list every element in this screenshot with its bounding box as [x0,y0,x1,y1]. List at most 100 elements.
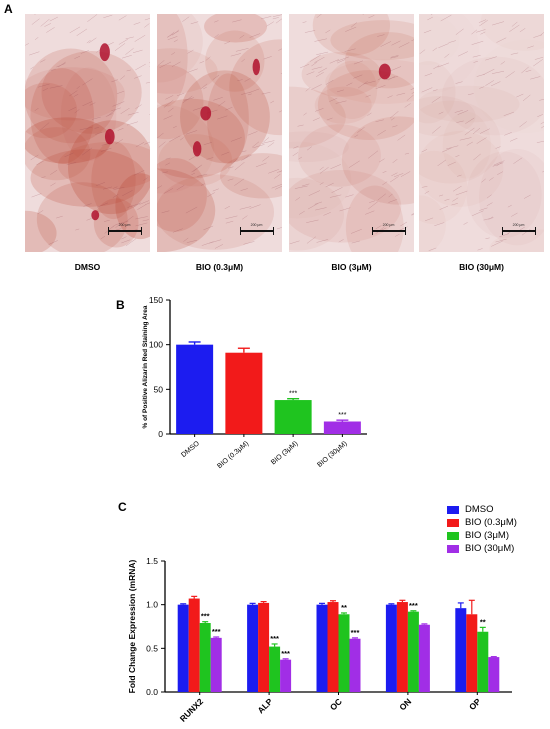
cell-fiber [207,192,215,198]
cell-fiber [430,14,433,15]
cell-fiber [66,162,77,166]
cell-fiber [192,107,203,111]
cell-fiber [50,182,56,187]
cell-fiber [379,158,385,163]
mineral-stain-patch [157,104,215,194]
cell-fiber [335,100,347,104]
cell-fiber [40,18,50,27]
cell-fiber [241,150,247,153]
mineral-stain-patch [25,82,78,139]
mineral-stain-patch [25,48,118,144]
mineral-stain-patch [180,70,270,164]
cell-fiber [473,60,479,63]
y-tick-label: 150 [149,295,163,305]
micrograph-dmso: 200 μm [25,14,150,252]
cell-fiber [431,126,441,134]
cell-fiber [118,38,128,45]
legend-item-bio-0-3um: BIO (0.3μM) [447,516,517,529]
bar-on-bio-0-3-m [396,602,408,692]
cell-fiber [201,241,214,246]
cell-fiber [44,23,52,27]
cell-fiber [519,121,527,128]
cell-fiber [173,39,178,43]
cell-fiber [272,14,282,17]
cell-fiber [452,197,459,202]
cell-fiber [539,99,544,101]
cell-fiber [86,218,92,221]
bar-op-bio-0-3-m [466,614,478,692]
cell-fiber [404,152,410,155]
cell-fiber [411,39,414,42]
cell-fiber [509,24,520,32]
mineral-stain-patch [301,51,382,97]
cell-fiber [144,18,150,21]
mineral-stain-patch [157,168,216,252]
cell-fiber [382,181,388,186]
cell-fiber [486,194,492,199]
cell-fiber [234,178,245,186]
cell-fiber [42,88,49,92]
cell-fiber [319,166,324,171]
cell-fiber [522,94,531,102]
cell-fiber [214,20,219,23]
bar-op-bio-30-m [488,657,500,692]
mineral-stain-patch [157,158,207,232]
cell-fiber [424,73,433,77]
micrograph-caption-bio-0-3um: BIO (0.3μM) [195,262,244,272]
cell-fiber [294,185,308,189]
mineral-stain-patch [317,70,414,140]
cell-fiber [478,19,487,23]
mineral-stain-patch [220,153,282,199]
cell-fiber [491,240,503,247]
cell-fiber [94,127,100,129]
cell-fiber [163,99,174,108]
cell-fiber [83,203,92,207]
cell-fiber [438,111,444,115]
cell-fiber [125,48,134,55]
cell-fiber [225,106,233,111]
cell-fiber [115,228,122,231]
cell-fiber [476,29,486,33]
cell-fiber [382,171,387,173]
cell-fiber [423,29,432,34]
cell-fiber [404,103,411,108]
cell-fiber [239,206,252,210]
cell-fiber [318,67,328,73]
cell-fiber [249,33,261,38]
cell-fiber [455,81,463,84]
cell-fiber [116,220,129,225]
bar-on-dmso [385,604,397,692]
cell-fiber [100,147,112,152]
cell-fiber [289,240,300,245]
cell-fiber [354,134,359,138]
cell-fiber [338,239,344,243]
mineral-stain-patch [25,117,112,164]
cell-fiber [441,147,452,153]
mineral-stain-patch [207,73,249,164]
y-tick-label: 1.0 [146,600,158,610]
cell-fiber [206,157,214,160]
x-tick-label: OP [467,696,483,712]
cell-fiber [444,198,450,201]
calcified-nodule [99,43,110,62]
mineral-stain-patch [327,60,378,119]
cell-fiber [363,80,376,85]
cell-fiber [391,172,398,177]
cell-fiber [213,97,223,101]
legend-item-bio-3um: BIO (3μM) [447,529,517,542]
cell-fiber [390,56,399,59]
x-tick-label: BIO (3μM) [270,440,299,466]
bar-op-bio-3-m [477,631,489,692]
cell-fiber [193,165,201,172]
mineral-stain-patch [289,170,402,243]
cell-fiber [255,162,267,168]
x-tick-label: BIO (0.3μM) [216,440,250,470]
bar-on-bio-30-m [418,624,430,692]
cell-fiber [112,194,119,198]
cell-fiber [456,120,464,123]
cell-fiber [390,55,399,58]
y-tick-label: 0.0 [146,687,158,697]
cell-fiber [311,66,323,70]
cell-fiber [345,26,357,32]
scale-bar [372,227,406,235]
